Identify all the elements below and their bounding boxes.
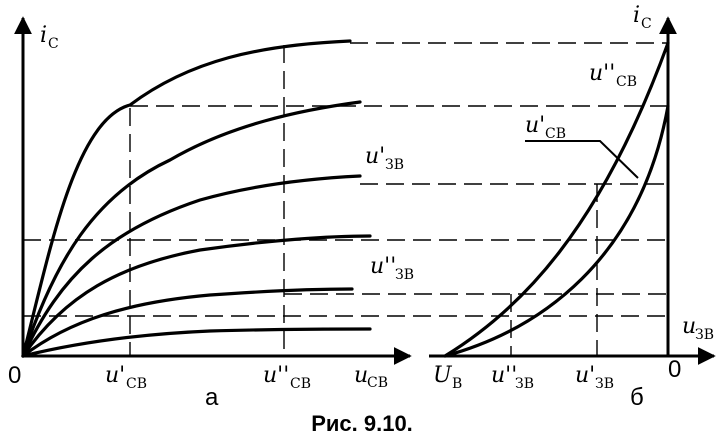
svg-text:ЗВ: ЗВ	[385, 157, 404, 173]
svg-text:ЗВ: ЗВ	[595, 376, 614, 392]
panel-b-y-axis-label: i С	[633, 3, 652, 32]
svg-text:С: С	[48, 36, 59, 52]
svg-text:u'': u''	[491, 363, 517, 388]
panel-b-curve-usv1	[443, 104, 670, 358]
panel-a-tick-usv1: u' СВ	[105, 363, 147, 392]
svg-text:ЗВ: ЗВ	[515, 376, 534, 392]
panel-b-tick-uzv1: u' ЗВ	[575, 363, 614, 392]
svg-text:СВ: СВ	[367, 375, 388, 391]
svg-text:В: В	[452, 376, 462, 392]
svg-text:u: u	[682, 314, 696, 339]
svg-text:U: U	[433, 363, 453, 388]
figure-caption: Рис. 9.10.	[311, 411, 413, 436]
svg-text:i: i	[633, 3, 640, 28]
svg-text:u': u'	[575, 363, 595, 388]
panel-b-label: б	[630, 384, 644, 411]
svg-text:С: С	[641, 16, 652, 32]
transfer-guides	[23, 42, 668, 317]
svg-text:u': u'	[525, 113, 545, 138]
panel-b-origin: 0	[668, 356, 681, 383]
panel-b: i С u ЗВ 0 U В u'' ЗВ u' ЗВ u'' СВ u' СВ…	[429, 3, 716, 411]
panel-a-y-axis-label: i С	[40, 23, 59, 52]
panel-a-curve-5	[21, 287, 354, 358]
panel-b-x-axis-label: u ЗВ	[682, 314, 714, 343]
svg-text:ЗВ: ЗВ	[395, 267, 414, 283]
svg-text:u: u	[354, 363, 368, 388]
panel-b-tick-uzv2: u'' ЗВ	[491, 363, 534, 392]
panel-b-curve-label-usv1: u' СВ	[525, 113, 566, 142]
svg-text:u': u'	[365, 144, 385, 169]
panel-b-tick-ub: U В	[433, 363, 462, 392]
svg-text:u'': u''	[263, 363, 289, 388]
panel-a-label: а	[205, 384, 219, 411]
panel-a-curve-3	[21, 174, 362, 358]
panel-a-tick-usv2: u'' СВ	[263, 363, 311, 392]
panel-a-curve-2	[21, 100, 362, 358]
panel-b-leader-usv1	[525, 140, 639, 179]
panel-b-curve-usv2	[443, 41, 670, 358]
svg-text:СВ: СВ	[126, 376, 147, 392]
svg-text:СВ: СВ	[616, 74, 637, 90]
panel-a: 0 i С u СВ u' СВ u'' СВ u' ЗВ u'' ЗВ а	[8, 16, 414, 411]
panel-b-curve-label-usv2: u'' СВ	[589, 61, 637, 90]
panel-a-curve-label-uzv2: u'' ЗВ	[370, 254, 414, 283]
svg-text:i: i	[40, 23, 47, 48]
panel-a-curve-4	[21, 234, 372, 358]
panel-a-x-axis-label: u СВ	[354, 363, 388, 391]
svg-text:u'': u''	[370, 254, 396, 279]
panel-a-origin: 0	[8, 362, 21, 389]
panel-a-curve-6	[21, 327, 372, 358]
panel-a-curve-1	[21, 39, 352, 358]
svg-text:u': u'	[105, 363, 125, 388]
svg-text:u'': u''	[589, 61, 615, 86]
svg-text:СВ: СВ	[545, 126, 566, 142]
panel-a-curve-label-uzv1: u' ЗВ	[365, 144, 404, 173]
svg-text:ЗВ: ЗВ	[695, 327, 714, 343]
svg-text:СВ: СВ	[290, 376, 311, 392]
